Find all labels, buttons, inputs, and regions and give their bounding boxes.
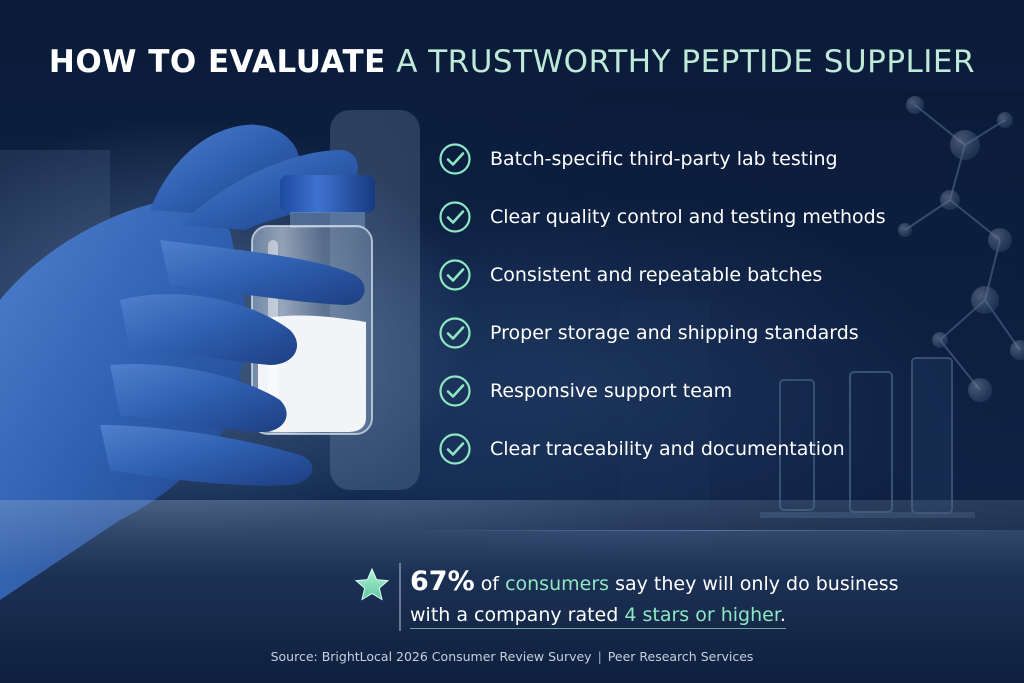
source-separator: | [597, 649, 602, 664]
stat-percent: 67% [410, 566, 475, 597]
checklist-item: Responsive support team [438, 362, 886, 420]
section-divider [410, 530, 1020, 531]
stat-line-1: 67% of consumers say they will only do b… [410, 566, 899, 600]
check-circle-icon [439, 143, 471, 175]
source-footer: Source: BrightLocal 2026 Consumer Review… [0, 649, 1024, 664]
check-circle-icon [439, 317, 471, 349]
checklist-item-label: Clear traceability and documentation [490, 438, 845, 460]
page-title: HOW TO EVALUATE A TRUSTWORTHY PEPTIDE SU… [0, 44, 1024, 80]
stat-text: say they will only do business [615, 573, 899, 595]
checklist-item: Batch-specific third-party lab testing [438, 130, 886, 188]
stat-text: of [480, 573, 500, 595]
checklist-item: Consistent and repeatable batches [438, 246, 886, 304]
checklist-item-label: Clear quality control and testing method… [490, 206, 886, 228]
checklist-item: Proper storage and shipping standards [438, 304, 886, 362]
stat-highlight-consumers: consumers [505, 573, 610, 595]
check-circle-icon [439, 433, 471, 465]
check-circle-icon [439, 259, 471, 291]
source-text: Source: BrightLocal 2026 Consumer Review… [270, 649, 592, 664]
checklist-item-label: Batch-specific third-party lab testing [490, 148, 838, 170]
star-icon [354, 567, 390, 601]
stat-callout: 67% of consumers say they will only do b… [410, 566, 899, 631]
stat-period: . [779, 604, 786, 626]
check-circle-icon [439, 375, 471, 407]
stat-highlight-rating: 4 stars or higher [624, 604, 780, 626]
checklist-item-label: Proper storage and shipping standards [490, 322, 859, 344]
stat-accent-bar [399, 563, 401, 631]
lab-bench-glow [0, 500, 1024, 683]
stat-text: with a company [410, 604, 562, 626]
stat-line-2: with a company rated 4 stars or higher. [410, 600, 899, 631]
stat-text: rated [567, 604, 619, 626]
source-credit: Peer Research Services [607, 649, 754, 664]
checklist-item: Clear traceability and documentation [438, 420, 886, 478]
stat-underlined-text: with a company rated 4 stars or higher. [410, 602, 786, 629]
text-backdrop [380, 90, 1024, 530]
checklist-item: Clear quality control and testing method… [438, 188, 886, 246]
title-light: A TRUSTWORTHY PEPTIDE SUPPLIER [396, 44, 976, 80]
checklist-item-label: Responsive support team [490, 380, 733, 402]
check-circle-icon [439, 201, 471, 233]
checklist: Batch-specific third-party lab testing C… [438, 130, 886, 478]
checklist-item-label: Consistent and repeatable batches [490, 264, 823, 286]
title-bold: HOW TO EVALUATE [48, 44, 386, 80]
